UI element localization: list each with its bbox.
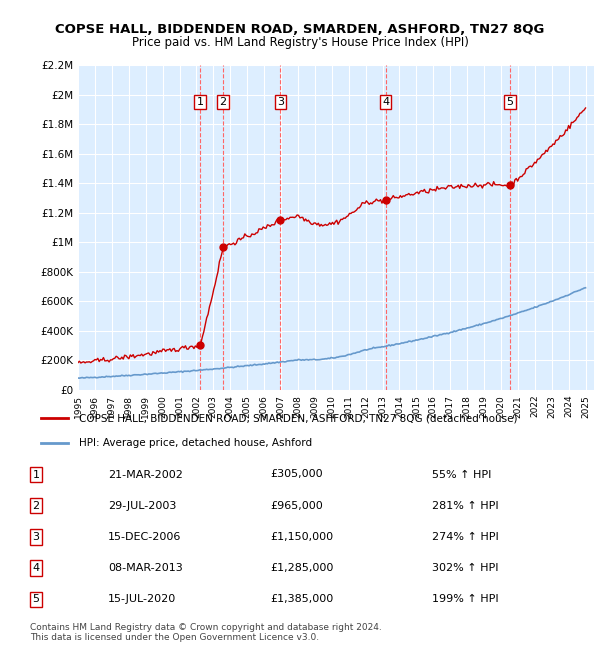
Text: 29-JUL-2003: 29-JUL-2003: [108, 500, 176, 511]
Text: Contains HM Land Registry data © Crown copyright and database right 2024.
This d: Contains HM Land Registry data © Crown c…: [30, 623, 382, 642]
Text: 21-MAR-2002: 21-MAR-2002: [108, 469, 183, 480]
Text: Price paid vs. HM Land Registry's House Price Index (HPI): Price paid vs. HM Land Registry's House …: [131, 36, 469, 49]
Text: 199% ↑ HPI: 199% ↑ HPI: [432, 594, 499, 604]
Text: 2: 2: [220, 97, 227, 107]
Text: 281% ↑ HPI: 281% ↑ HPI: [432, 500, 499, 511]
Text: 55% ↑ HPI: 55% ↑ HPI: [432, 469, 491, 480]
Text: COPSE HALL, BIDDENDEN ROAD, SMARDEN, ASHFORD, TN27 8QG (detached house): COPSE HALL, BIDDENDEN ROAD, SMARDEN, ASH…: [79, 413, 517, 423]
Text: 5: 5: [32, 594, 40, 604]
Text: 5: 5: [506, 97, 514, 107]
Text: 4: 4: [382, 97, 389, 107]
Text: 3: 3: [32, 532, 40, 542]
Text: 15-JUL-2020: 15-JUL-2020: [108, 594, 176, 604]
Text: 2: 2: [32, 500, 40, 511]
Text: COPSE HALL, BIDDENDEN ROAD, SMARDEN, ASHFORD, TN27 8QG: COPSE HALL, BIDDENDEN ROAD, SMARDEN, ASH…: [55, 23, 545, 36]
Text: £1,285,000: £1,285,000: [270, 563, 334, 573]
Text: HPI: Average price, detached house, Ashford: HPI: Average price, detached house, Ashf…: [79, 438, 312, 448]
Text: 274% ↑ HPI: 274% ↑ HPI: [432, 532, 499, 542]
Text: 08-MAR-2013: 08-MAR-2013: [108, 563, 183, 573]
Text: 4: 4: [32, 563, 40, 573]
Text: £305,000: £305,000: [270, 469, 323, 480]
Text: £965,000: £965,000: [270, 500, 323, 511]
Text: £1,150,000: £1,150,000: [270, 532, 333, 542]
Text: 1: 1: [197, 97, 203, 107]
Text: 302% ↑ HPI: 302% ↑ HPI: [432, 563, 499, 573]
Text: £1,385,000: £1,385,000: [270, 594, 333, 604]
Text: 1: 1: [32, 469, 40, 480]
Text: 3: 3: [277, 97, 284, 107]
Text: 15-DEC-2006: 15-DEC-2006: [108, 532, 181, 542]
